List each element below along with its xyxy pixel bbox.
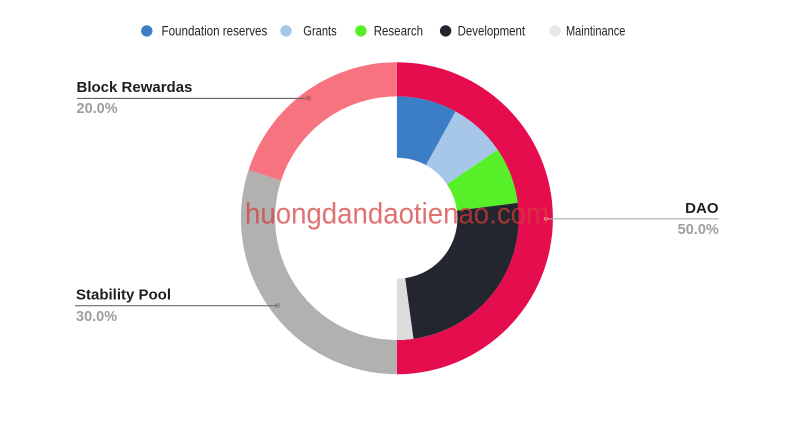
svg-text:Development: Development	[458, 22, 526, 38]
svg-text:Block Rewardas: Block Rewardas	[77, 79, 193, 96]
svg-text:30.0%: 30.0%	[76, 309, 117, 325]
svg-text:huongdandaotienao.com: huongdandaotienao.com	[245, 198, 549, 231]
svg-text:20.0%: 20.0%	[77, 101, 118, 117]
svg-text:Maintinance: Maintinance	[566, 22, 626, 38]
svg-text:Grants: Grants	[303, 22, 336, 38]
svg-text:50.0%: 50.0%	[678, 222, 719, 238]
svg-text:DAO: DAO	[685, 200, 719, 217]
svg-text:Stability Pool: Stability Pool	[76, 287, 171, 304]
svg-text:Foundation reserves: Foundation reserves	[162, 22, 268, 38]
svg-text:Research: Research	[374, 22, 423, 38]
